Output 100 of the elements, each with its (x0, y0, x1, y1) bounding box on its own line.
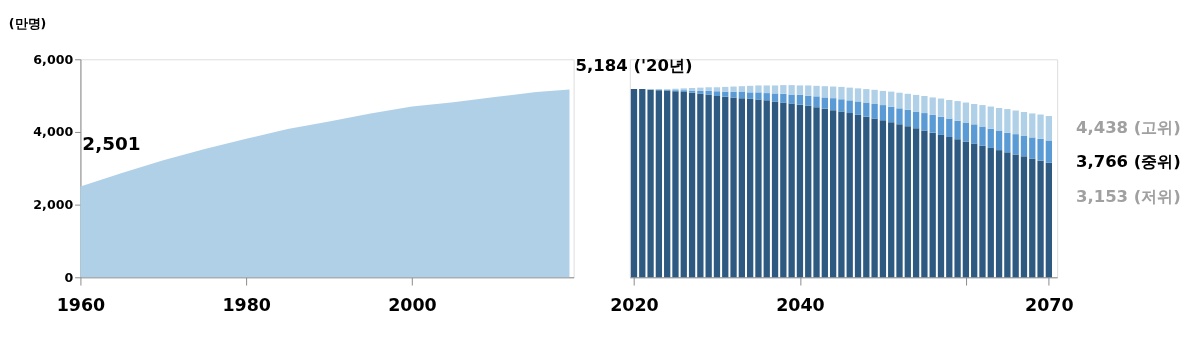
bar (722, 86, 729, 92)
bar (863, 102, 870, 117)
bar (879, 120, 887, 278)
bar (962, 102, 970, 123)
bar (846, 113, 853, 278)
bar (697, 93, 704, 278)
bar (863, 89, 870, 103)
bar (854, 101, 862, 115)
bar (730, 91, 737, 98)
bar (829, 86, 837, 99)
x-tick-label: 2070 (1025, 294, 1074, 315)
bar (1012, 134, 1019, 155)
y-tick-label: 0 (64, 269, 74, 285)
bar (755, 99, 762, 278)
bar (954, 139, 961, 278)
bar (780, 93, 787, 103)
bar (755, 92, 762, 100)
bar (854, 114, 862, 278)
bar (1020, 156, 1028, 278)
bar (937, 134, 945, 278)
bar (1045, 116, 1053, 141)
bar (1045, 162, 1053, 278)
bar (1029, 113, 1036, 138)
annotation: 2,501 (82, 132, 141, 154)
bar (1012, 154, 1019, 278)
bar (747, 98, 754, 278)
bar (979, 105, 986, 127)
bar (796, 94, 804, 105)
bar (912, 128, 920, 278)
bar (846, 100, 853, 114)
bar (730, 86, 737, 92)
bar (979, 145, 986, 278)
bar (879, 90, 887, 106)
bar (971, 143, 978, 278)
bar (780, 102, 787, 278)
bar (755, 85, 762, 93)
x-tick-label: 2000 (388, 294, 437, 315)
bar (647, 89, 654, 278)
bar (987, 106, 994, 129)
bar (912, 94, 920, 112)
bar (921, 95, 928, 114)
bar (805, 95, 812, 106)
bar (904, 126, 911, 278)
bar (979, 126, 986, 146)
bar (788, 103, 795, 278)
bar (813, 85, 820, 97)
bar (888, 122, 895, 278)
bar (937, 98, 945, 117)
bar (805, 85, 812, 96)
bar (688, 92, 696, 278)
bar (871, 89, 878, 104)
bar (738, 98, 745, 278)
bar (921, 130, 928, 278)
bar (937, 116, 945, 135)
bar (713, 91, 721, 96)
bar (1020, 111, 1028, 136)
bar (722, 91, 729, 97)
bar (1037, 138, 1044, 161)
bar (805, 105, 812, 278)
bar (713, 95, 721, 278)
annotation: 3,153 (저위) (1075, 187, 1181, 207)
bar (829, 110, 837, 278)
bar (763, 93, 770, 101)
bar (995, 150, 1003, 278)
bar (664, 90, 671, 278)
bar (871, 118, 878, 278)
bar (630, 88, 638, 278)
bar (921, 113, 928, 131)
bar (946, 137, 953, 278)
bar (1037, 114, 1044, 139)
bar (904, 109, 911, 127)
bar (962, 122, 970, 142)
bar (995, 130, 1003, 151)
bar (813, 107, 820, 278)
bar (796, 85, 804, 95)
bar (929, 132, 936, 278)
annotation: 4,438 (고위) (1075, 117, 1181, 137)
bar (780, 85, 787, 94)
bar (904, 93, 911, 110)
bar (713, 87, 721, 92)
bar (1004, 109, 1011, 133)
bar (639, 89, 646, 278)
bar (771, 85, 779, 94)
bar (971, 124, 978, 144)
bar (722, 96, 729, 278)
bar (747, 92, 754, 99)
bar (796, 104, 804, 278)
y-axis-title: (만명) (8, 15, 47, 31)
bar (763, 100, 770, 278)
x-tick-label: 2020 (610, 294, 659, 315)
bar (987, 147, 994, 278)
bar (888, 91, 895, 107)
x-tick-label: 1960 (56, 294, 106, 315)
bar (705, 87, 712, 91)
bar (838, 86, 845, 100)
bar (879, 105, 887, 121)
bar (821, 97, 828, 109)
bar (771, 101, 779, 278)
bar (929, 97, 936, 115)
annotation: 5,184 ('20년) (575, 55, 693, 75)
